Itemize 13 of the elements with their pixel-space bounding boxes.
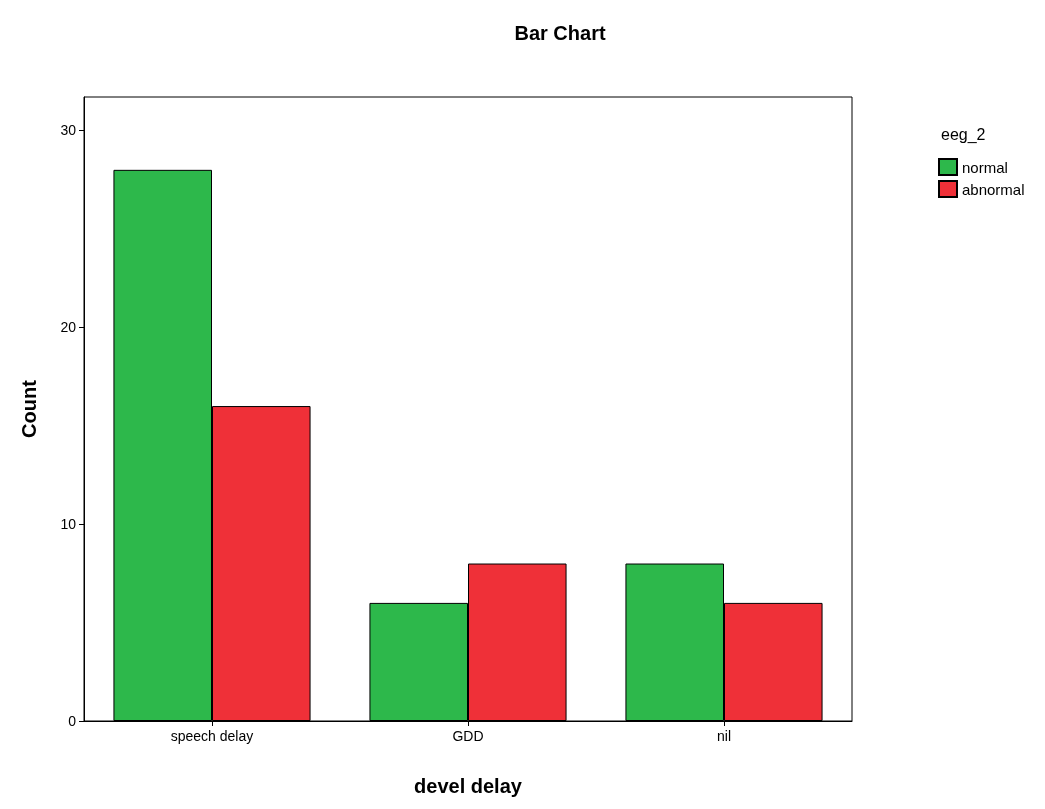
y-axis-title: Count: [18, 379, 40, 438]
x-tick-label: speech delay: [170, 728, 254, 744]
y-tick-label: 30: [60, 122, 77, 139]
x-axis-title: devel delay: [414, 775, 523, 797]
y-tick-label: 20: [60, 319, 77, 336]
y-tick-label: 10: [60, 516, 77, 533]
chart-title: Bar Chart: [514, 22, 606, 44]
x-tick-label: nil: [716, 728, 732, 744]
legend-label: normal: [962, 158, 1008, 176]
legend-label: abnormal: [962, 180, 1025, 198]
legend-title: eeg_2: [941, 125, 986, 144]
y-tick-label: 0: [68, 713, 77, 729]
x-tick-label: GDD: [452, 728, 484, 744]
